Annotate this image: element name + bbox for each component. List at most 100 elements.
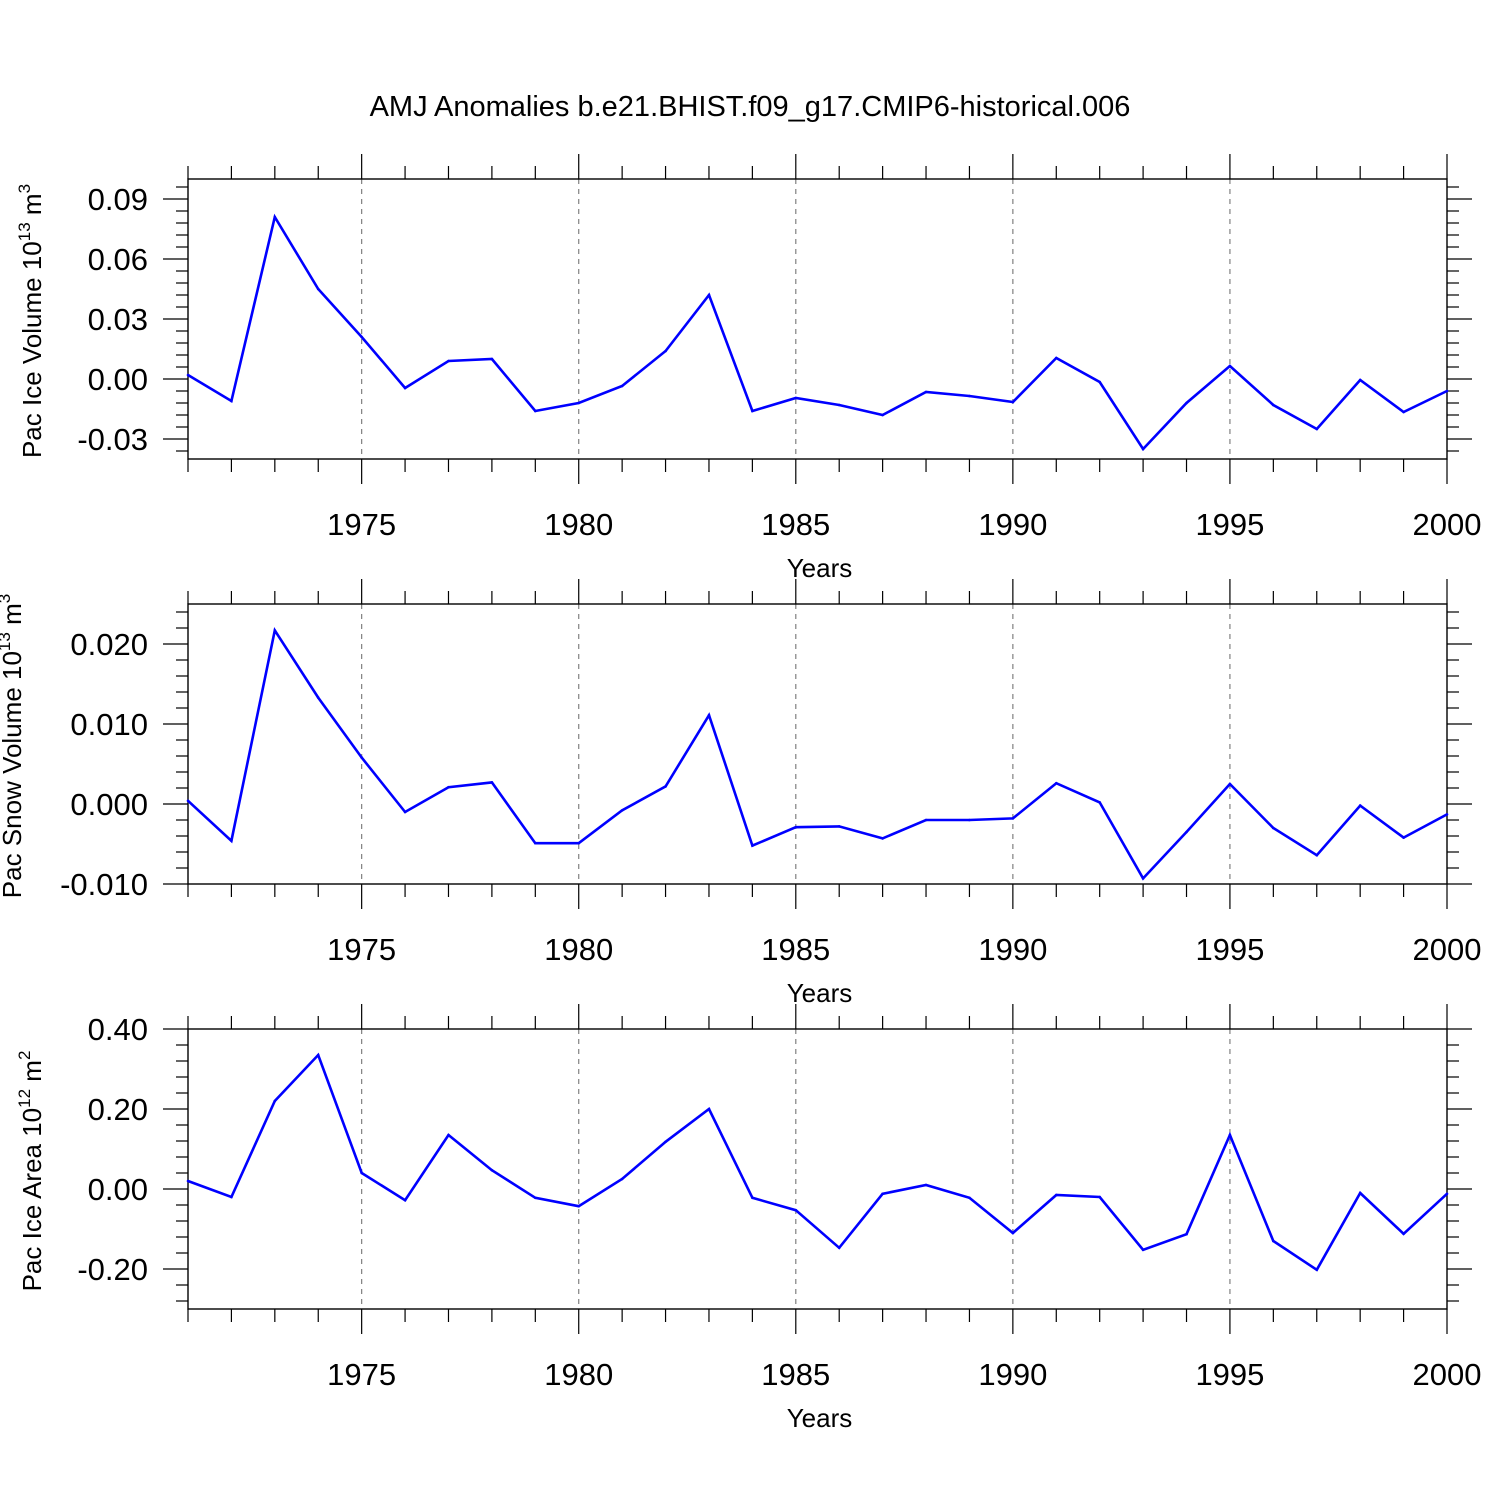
data-point-1994 bbox=[1185, 401, 1188, 405]
data-point-1975 bbox=[360, 1171, 364, 1175]
x-tick-label: 1975 bbox=[327, 932, 396, 967]
data-point-1986 bbox=[837, 825, 841, 828]
plot-frame bbox=[187, 603, 1448, 885]
data-point-1989 bbox=[968, 818, 971, 822]
data-point-1984 bbox=[751, 844, 754, 847]
y-tick-label: 0.000 bbox=[70, 787, 148, 822]
data-point-1987 bbox=[881, 413, 884, 417]
data-point-1979 bbox=[534, 1196, 537, 1200]
x-tick-label: 1990 bbox=[978, 1357, 1047, 1392]
series-line bbox=[187, 627, 1448, 881]
data-point-1994 bbox=[1185, 1232, 1188, 1236]
y-axis-label-unit-exponent: 3 bbox=[15, 184, 34, 193]
data-point-1991 bbox=[1055, 781, 1058, 785]
data-point-1999 bbox=[1402, 836, 1405, 839]
data-point-1990 bbox=[1011, 817, 1015, 820]
y-axis-label-exponent: 13 bbox=[0, 632, 14, 651]
data-point-1986 bbox=[837, 403, 841, 407]
data-point-1980 bbox=[577, 1204, 580, 1208]
x-tick-label: 1995 bbox=[1195, 932, 1264, 967]
data-point-1982 bbox=[664, 349, 667, 353]
series-line bbox=[187, 1052, 1448, 1272]
data-point-1991 bbox=[1055, 1193, 1058, 1197]
x-axis-label: Years bbox=[787, 553, 853, 583]
data-point-1980 bbox=[577, 401, 580, 405]
data-point-1991 bbox=[1055, 356, 1058, 360]
x-tick-label: 1985 bbox=[761, 1357, 830, 1392]
chart-panel-3: -0.20 0.00 0.20 0.40 1975 1980 1985 1990 1995 200… bbox=[15, 1004, 1481, 1433]
data-point-1997 bbox=[1315, 1268, 1319, 1272]
data-point-1993 bbox=[1141, 1248, 1145, 1252]
y-tick-label: -0.03 bbox=[77, 422, 148, 457]
data-point-1979 bbox=[534, 841, 537, 845]
y-axis-label: Pac Ice Area 1012 m2 bbox=[15, 1051, 47, 1292]
data-point-1973 bbox=[273, 1099, 277, 1103]
data-point-1996 bbox=[1272, 826, 1275, 830]
data-point-1972 bbox=[230, 1195, 233, 1199]
y-axis-label-unit-exponent: 2 bbox=[15, 1051, 34, 1060]
data-point-1999 bbox=[1402, 410, 1405, 414]
data-point-1985 bbox=[794, 1208, 798, 1212]
x-tick-label: 1980 bbox=[544, 932, 613, 967]
data-point-1971 bbox=[186, 1179, 190, 1183]
data-point-1971 bbox=[186, 373, 190, 377]
data-point-1975 bbox=[360, 335, 364, 339]
data-point-1974 bbox=[316, 696, 320, 699]
data-point-1982 bbox=[664, 1140, 667, 1144]
series-line bbox=[187, 213, 1448, 452]
x-tick-label: 1980 bbox=[544, 1357, 613, 1392]
chart-panel-1: -0.03 0.00 0.03 0.06 0.09 1975 1980 1985 1990 199… bbox=[15, 154, 1481, 583]
x-tick-label: 2000 bbox=[1413, 1357, 1482, 1392]
data-point-1988 bbox=[924, 1183, 928, 1187]
y-tick-label: 0.00 bbox=[88, 1172, 148, 1207]
data-point-1990 bbox=[1011, 1231, 1015, 1235]
data-point-1989 bbox=[968, 394, 971, 398]
y-tick-label: 0.09 bbox=[88, 182, 148, 217]
x-tick-label: 1980 bbox=[544, 507, 613, 542]
data-point-1973 bbox=[273, 215, 277, 219]
data-point-1997 bbox=[1315, 853, 1319, 857]
x-tick-label: 2000 bbox=[1413, 932, 1482, 967]
data-point-1977 bbox=[447, 359, 450, 363]
x-axis-label: Years bbox=[787, 1403, 853, 1433]
data-point-1978 bbox=[490, 357, 494, 361]
data-point-1997 bbox=[1315, 427, 1319, 431]
data-point-1976 bbox=[403, 386, 407, 390]
data-point-1999 bbox=[1402, 1232, 1405, 1236]
data-point-1983 bbox=[707, 1107, 711, 1111]
x-tick-label: 1995 bbox=[1195, 507, 1264, 542]
data-point-1987 bbox=[881, 1192, 884, 1196]
y-tick-label: -0.010 bbox=[60, 867, 148, 902]
plot-frame bbox=[187, 1028, 1448, 1310]
data-point-1987 bbox=[881, 837, 884, 840]
data-point-1978 bbox=[490, 781, 494, 784]
x-tick-label: 1995 bbox=[1195, 1357, 1264, 1392]
y-axis-label: Pac Snow Volume 1013 m3 bbox=[0, 594, 27, 898]
data-point-1974 bbox=[316, 1053, 320, 1057]
y-tick-label: 0.03 bbox=[88, 302, 148, 337]
data-point-1983 bbox=[707, 713, 711, 717]
data-point-1984 bbox=[751, 1196, 754, 1200]
x-tick-label: 1990 bbox=[978, 932, 1047, 967]
data-point-2000 bbox=[1445, 389, 1449, 393]
y-tick-label: -0.20 bbox=[77, 1252, 148, 1287]
x-tick-label: 1990 bbox=[978, 507, 1047, 542]
data-point-1993 bbox=[1141, 447, 1145, 451]
x-axis-label: Years bbox=[787, 978, 853, 1008]
y-tick-label: 0.40 bbox=[88, 1012, 148, 1047]
data-point-2000 bbox=[1445, 1192, 1449, 1196]
y-axis-label-unit: m bbox=[0, 603, 27, 632]
y-tick-label: 0.06 bbox=[88, 242, 148, 277]
data-point-1985 bbox=[794, 396, 798, 400]
data-point-1981 bbox=[620, 384, 624, 388]
data-point-1996 bbox=[1272, 403, 1275, 407]
x-tick-label: 1975 bbox=[327, 1357, 396, 1392]
data-point-1977 bbox=[447, 1133, 450, 1137]
data-point-1988 bbox=[924, 390, 928, 394]
y-axis-label-unit: m bbox=[17, 1060, 47, 1089]
x-tick-label: 1985 bbox=[761, 932, 830, 967]
data-point-1977 bbox=[447, 785, 450, 789]
y-tick-label: 0.20 bbox=[88, 1092, 148, 1127]
y-axis-label-main: Pac Ice Area 10 bbox=[17, 1108, 47, 1292]
